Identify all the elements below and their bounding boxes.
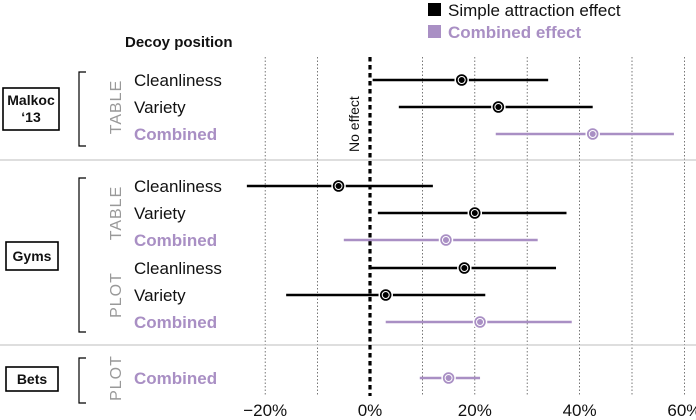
x-tick-label: 20% [458, 401, 492, 420]
row-label: Combined [134, 125, 217, 144]
estimate-point [438, 232, 454, 248]
condition-label: TABLE [108, 80, 125, 135]
decoy-position-subtitle: Decoy position [125, 34, 233, 51]
x-axis-ticks: −20% 0% 20% 40% 60% [243, 401, 696, 420]
legend-swatch-combined [428, 25, 441, 38]
condition-labels: TABLE TABLE PLOT PLOT [108, 80, 125, 401]
no-effect-label: No effect [346, 96, 362, 152]
estimate-point-ring [494, 103, 503, 111]
x-tick-label: 40% [563, 401, 597, 420]
group-label: ‘13 [21, 109, 41, 125]
group-label: Bets [17, 371, 48, 387]
estimate-point [457, 260, 472, 276]
group-bracket [78, 177, 86, 333]
estimate-point-ring [334, 182, 343, 190]
legend-swatch-simple [428, 3, 441, 16]
row-label: Combined [134, 369, 217, 388]
row-label: Combined [134, 313, 217, 332]
estimate-point [491, 99, 506, 115]
group-box [5, 241, 59, 271]
gridlines [264, 57, 685, 396]
estimate-point [472, 314, 488, 330]
estimate-point-ring [476, 318, 485, 326]
condition-label: PLOT [108, 355, 125, 401]
estimate-point-ring [441, 236, 450, 244]
group-separators [0, 159, 696, 346]
x-tick-label: 60% [667, 401, 696, 420]
x-tick-label: −20% [243, 401, 287, 420]
row-labels: Cleanliness Variety Combined Cleanliness Var… [134, 71, 222, 388]
confidence-intervals [246, 78, 674, 380]
group-bracket [78, 71, 86, 147]
estimate-point-ring [381, 291, 390, 299]
legend: Simple attraction effect Combined effect [428, 1, 621, 42]
group-labels: Malkoc‘13 Gyms Bets [2, 71, 86, 404]
estimate-point-ring [470, 209, 479, 217]
row-label: Variety [134, 286, 186, 305]
row-label: Cleanliness [134, 71, 222, 90]
estimate-point [454, 72, 469, 88]
row-label: Variety [134, 204, 186, 223]
row-label: Cleanliness [134, 177, 222, 196]
legend-label-combined: Combined effect [448, 23, 582, 42]
estimate-point [378, 287, 393, 303]
estimate-point-ring [460, 264, 469, 272]
group-label: Gyms [13, 248, 52, 264]
x-tick-label: 0% [358, 401, 383, 420]
zero-line: No effect [346, 57, 372, 396]
group-box [5, 366, 59, 392]
group-label: Malkoc [7, 92, 55, 108]
estimate-point-ring [588, 130, 597, 138]
legend-label-simple: Simple attraction effect [448, 1, 621, 20]
estimate-point [331, 178, 346, 194]
estimate-points [331, 72, 600, 386]
estimate-point-ring [444, 374, 453, 382]
estimate-point [441, 370, 456, 386]
condition-label: PLOT [108, 272, 125, 318]
estimate-point [467, 205, 483, 221]
group-bracket [78, 357, 86, 404]
estimate-point-ring [457, 76, 466, 84]
row-label: Combined [134, 231, 217, 250]
row-label: Variety [134, 98, 186, 117]
estimate-point [585, 126, 600, 142]
row-label: Cleanliness [134, 259, 222, 278]
group-box [2, 87, 60, 131]
condition-label: TABLE [108, 186, 125, 241]
